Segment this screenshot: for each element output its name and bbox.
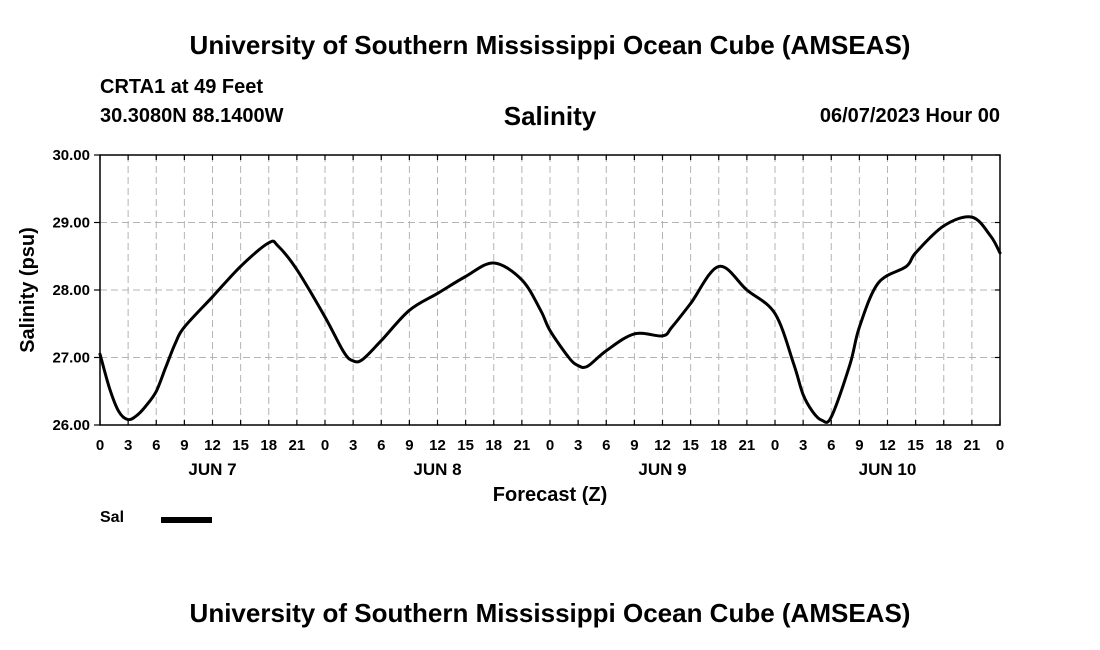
x-tick-label: 0 [321,437,329,454]
x-tick-label: 12 [204,437,221,454]
x-tick-label: 21 [514,437,531,454]
day-label: JUN 10 [859,460,917,479]
page-title: University of Southern Mississippi Ocean… [189,30,911,60]
x-tick-label: 18 [935,437,952,454]
legend-label: Sal [100,509,125,526]
x-tick-label: 0 [546,437,554,454]
x-tick-label: 9 [180,437,188,454]
x-tick-label: 3 [349,437,357,454]
x-tick-label: 18 [485,437,502,454]
x-tick-label: 6 [377,437,385,454]
legend-line-swatch [161,517,212,523]
y-axis-label: Salinity (psu) [17,227,39,353]
y-tick-label: 27.00 [52,350,90,367]
y-tick-label: 30.00 [52,147,90,164]
y-tick-label: 26.00 [52,417,90,434]
x-tick-label: 12 [879,437,896,454]
day-label: JUN 8 [413,460,461,479]
x-tick-label: 9 [630,437,638,454]
footer-title: University of Southern Mississippi Ocean… [189,598,911,628]
chart-title: Salinity [503,101,597,131]
x-tick-label: 3 [574,437,582,454]
x-tick-label: 0 [96,437,104,454]
series-line-salinity [98,215,1002,424]
x-tick-label: 21 [739,437,756,454]
coordinates-label: 30.3080N 88.1400W [100,105,284,127]
x-tick-label: 15 [682,437,699,454]
station-label: CRTA1 at 49 Feet [100,76,264,98]
x-tick-label: 9 [855,437,863,454]
x-tick-label: 15 [457,437,474,454]
x-tick-label: 12 [654,437,671,454]
x-tick-label: 18 [710,437,727,454]
x-tick-label: 21 [964,437,981,454]
x-axis-label: Forecast (Z) [493,484,607,506]
x-tick-label: 6 [602,437,610,454]
x-tick-label: 6 [827,437,835,454]
x-tick-label: 21 [289,437,306,454]
x-tick-label: 12 [429,437,446,454]
x-tick-label: 18 [260,437,277,454]
forecast-datetime: 06/07/2023 Hour 00 [819,105,1000,127]
x-tick-label: 15 [232,437,249,454]
x-tick-label: 9 [405,437,413,454]
x-tick-label: 0 [771,437,779,454]
x-tick-label: 0 [996,437,1004,454]
day-label: JUN 9 [638,460,686,479]
x-tick-label: 15 [907,437,924,454]
y-tick-label: 29.00 [52,215,90,232]
x-tick-label: 6 [152,437,160,454]
x-tick-label: 3 [799,437,807,454]
x-tick-label: 3 [124,437,132,454]
y-tick-label: 28.00 [52,282,90,299]
day-label: JUN 7 [188,460,236,479]
